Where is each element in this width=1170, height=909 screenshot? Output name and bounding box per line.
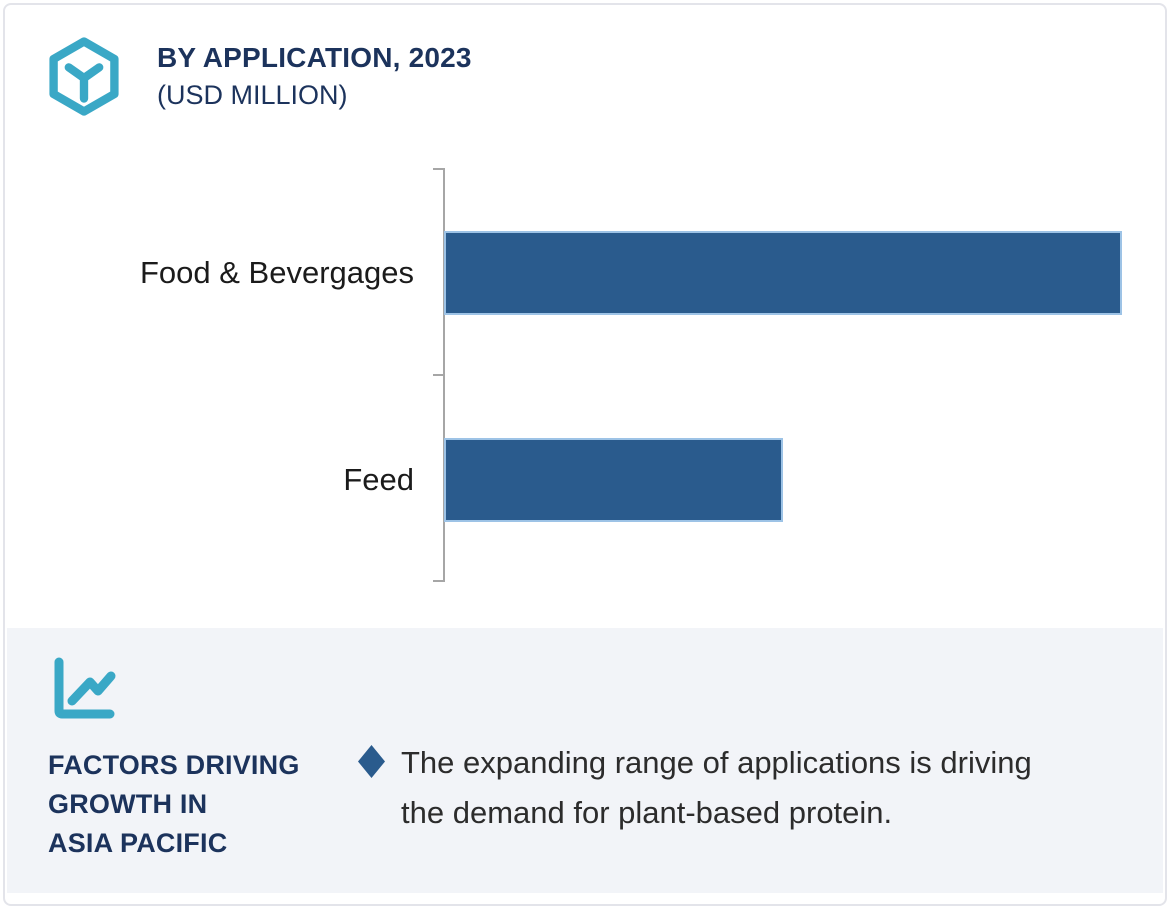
factors-heading-line: GROWTH IN	[48, 789, 208, 819]
axis-tick	[433, 168, 443, 170]
chart-title-block: BY APPLICATION, 2023 (USD MILLION)	[157, 40, 472, 112]
category-axis-line	[433, 168, 445, 582]
insight-text-line: the demand for plant-based protein.	[401, 795, 893, 830]
horizontal-bar-chart: Food & Bevergages Feed	[139, 168, 1122, 582]
factors-heading: FACTORS DRIVING GROWTH IN ASIA PACIFIC	[48, 746, 300, 863]
hexagon-package-icon	[46, 37, 122, 116]
insight-bullet: The expanding range of applications is d…	[358, 738, 1118, 838]
diamond-bullet-icon	[358, 745, 385, 778]
insight-text: The expanding range of applications is d…	[401, 738, 1118, 838]
chart-title: BY APPLICATION, 2023	[157, 42, 472, 73]
factors-panel: FACTORS DRIVING GROWTH IN ASIA PACIFIC T…	[7, 628, 1163, 893]
axis-tick	[433, 374, 443, 376]
category-label-feed: Feed	[343, 462, 414, 497]
axis-tick	[433, 580, 443, 582]
bar-feed	[444, 438, 783, 522]
factors-heading-line: ASIA PACIFIC	[48, 828, 228, 858]
line-chart-icon	[48, 653, 120, 725]
insight-text-line: The expanding range of applications is d…	[401, 745, 1032, 780]
bar-food-beverages	[444, 231, 1122, 315]
category-label-food-beverages: Food & Bevergages	[139, 255, 414, 290]
chart-subtitle: (USD MILLION)	[157, 80, 348, 110]
factors-heading-line: FACTORS DRIVING	[48, 750, 300, 780]
